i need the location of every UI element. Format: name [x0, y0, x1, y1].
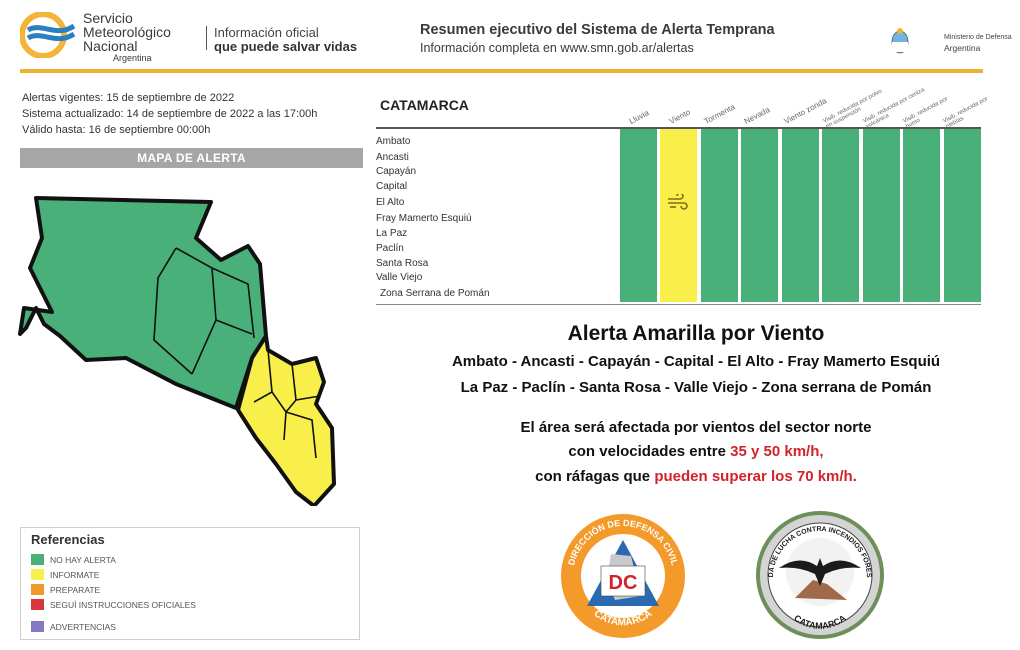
cell-column-viento	[660, 129, 697, 302]
map-title: MAPA DE ALERTA	[20, 148, 363, 168]
cell-column-lluvia	[620, 129, 657, 302]
alert-title: Alerta Amarilla por Viento	[567, 322, 825, 345]
table-row-label: La Paz	[376, 228, 408, 239]
org-line3: Nacional	[83, 38, 138, 54]
org-line4: Argentina	[113, 53, 152, 63]
table-row-label: Santa Rosa	[376, 258, 429, 269]
map-yellow-inner-borders	[253, 349, 321, 459]
column-header: Viento	[667, 107, 692, 126]
ministry-line2: Argentina	[944, 43, 981, 53]
alert-desc-line3: con ráfagas que pueden superar los 70 km…	[380, 468, 1012, 485]
org-name: Servicio Meteorológico Nacional Argentin…	[83, 11, 171, 63]
table-row-label: Fray Mamerto Esquiú	[376, 213, 472, 224]
tagline-line1: Información oficial	[214, 25, 319, 40]
alert-zones-line1: Ambato - Ancasti - Capayán - Capital - E…	[451, 353, 941, 370]
defensa-civil-dc: DC	[609, 572, 638, 594]
info-valido: Válido hasta: 16 de septiembre 00:00h	[22, 124, 211, 136]
smn-logo-icon	[20, 12, 76, 58]
ref-swatch	[31, 584, 44, 595]
table-row-label: Paclín	[376, 243, 404, 254]
catamarca-alert-map	[18, 196, 336, 506]
tagline-line2: que puede salvar vidas	[214, 39, 358, 54]
header: Servicio Meteorológico Nacional Argentin…	[0, 0, 1020, 73]
brigada-incendios-badge: BRIGADA DE LUCHA CONTRA INCENDIOS FOREST…	[755, 510, 884, 639]
alert-desc-line2-text: con velocidades entre	[568, 443, 731, 460]
tagline: Información oficial que puede salvar vid…	[214, 26, 357, 54]
defensa-civil-badge: DC DIRECCIÓN DE DEFENSA CIVIL CATAMARCA	[561, 514, 685, 638]
cell-column-humo	[903, 129, 940, 302]
table-row-label: Ancasti	[376, 152, 409, 163]
header-divider	[206, 26, 207, 50]
references-title: Referencias	[31, 532, 105, 547]
column-header: Viento zonda	[782, 96, 829, 126]
table-row-label: El Alto	[376, 197, 405, 208]
references-box: Referencias NO HAY ALERTA INFORMATE PREP…	[20, 527, 360, 640]
cell-column-nevada	[741, 129, 778, 302]
cell-column-nieblas	[944, 129, 981, 302]
info-actualizado: Sistema actualizado: 14 de septiembre de…	[22, 108, 318, 120]
wind-icon	[668, 194, 688, 210]
table-row-label: Ambato	[376, 136, 411, 147]
column-header: Nevada	[742, 105, 772, 126]
ref-label: PREPARATE	[50, 585, 101, 595]
header-rule	[20, 69, 983, 73]
cell-column-zonda	[782, 129, 819, 302]
column-header: Tormenta	[702, 102, 737, 126]
org-line1: Servicio	[83, 10, 133, 26]
table-row-label: Capayán	[376, 166, 417, 177]
cell-column-ceniza	[863, 129, 900, 302]
map-green-inner-borders	[153, 247, 255, 375]
alert-desc-line1: El área será afectada por vientos del se…	[520, 419, 872, 436]
province-name: CATAMARCA	[380, 97, 469, 113]
condor-icon	[779, 558, 861, 586]
ref-label: INFORMATE	[50, 570, 100, 580]
alert-info: Alertas vigentes: 15 de septiembre de 20…	[22, 90, 317, 138]
ref-swatch	[31, 599, 44, 610]
map-green-region	[18, 196, 268, 410]
table-bottom-rule	[376, 304, 981, 305]
ref-label: ADVERTENCIAS	[50, 622, 116, 632]
cell-column-polvo	[822, 129, 859, 302]
alert-gust-text: pueden superar los 70 km/h.	[654, 468, 857, 485]
summary-subtitle: Información completa en www.smn.gob.ar/a…	[420, 41, 694, 55]
table-row-label: Valle Viejo	[376, 272, 423, 283]
table-row-label: Zona Serrana de Pomán	[380, 288, 490, 299]
ref-label: NO HAY ALERTA	[50, 555, 116, 565]
ministry-line1: Ministerio de Defensa	[944, 34, 1012, 41]
alert-speed-range: 35 y 50 km/h,	[730, 443, 824, 460]
column-header: Lluvia	[627, 108, 651, 126]
argentina-shield-icon	[891, 28, 909, 54]
alert-desc-line3-text: con ráfagas que	[535, 468, 655, 485]
ref-label: SEGUÍ INSTRUCCIONES OFICIALES	[50, 600, 196, 610]
table-top-rule	[376, 127, 981, 129]
table-row-label: Capital	[376, 181, 408, 192]
cell-column-tormenta	[701, 129, 738, 302]
ref-swatch	[31, 554, 44, 565]
info-vigentes: Alertas vigentes: 15 de septiembre de 20…	[22, 92, 235, 104]
alert-zones-line2: La Paz - Paclín - Santa Rosa - Valle Vie…	[460, 379, 932, 396]
ref-swatch	[31, 569, 44, 580]
summary-title: Resumen ejecutivo del Sistema de Alerta …	[420, 22, 775, 38]
org-line2: Meteorológico	[83, 24, 171, 40]
ref-swatch	[31, 621, 44, 632]
alert-desc-line2: con velocidades entre 35 y 50 km/h,	[380, 443, 1012, 460]
